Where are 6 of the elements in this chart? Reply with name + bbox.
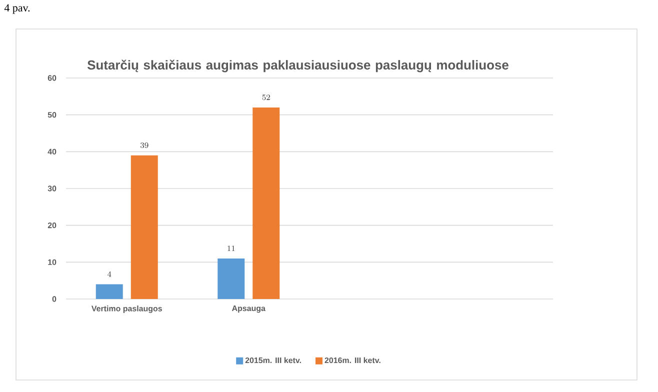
bar xyxy=(130,155,158,299)
text: 4 pav. xyxy=(4,4,30,14)
bar xyxy=(218,258,245,299)
bar xyxy=(252,107,280,299)
chart-title: Sutarčių skaičiaus augimas paklausiausiuose paslaugų moduliuose xyxy=(87,60,508,72)
bar xyxy=(96,284,123,299)
